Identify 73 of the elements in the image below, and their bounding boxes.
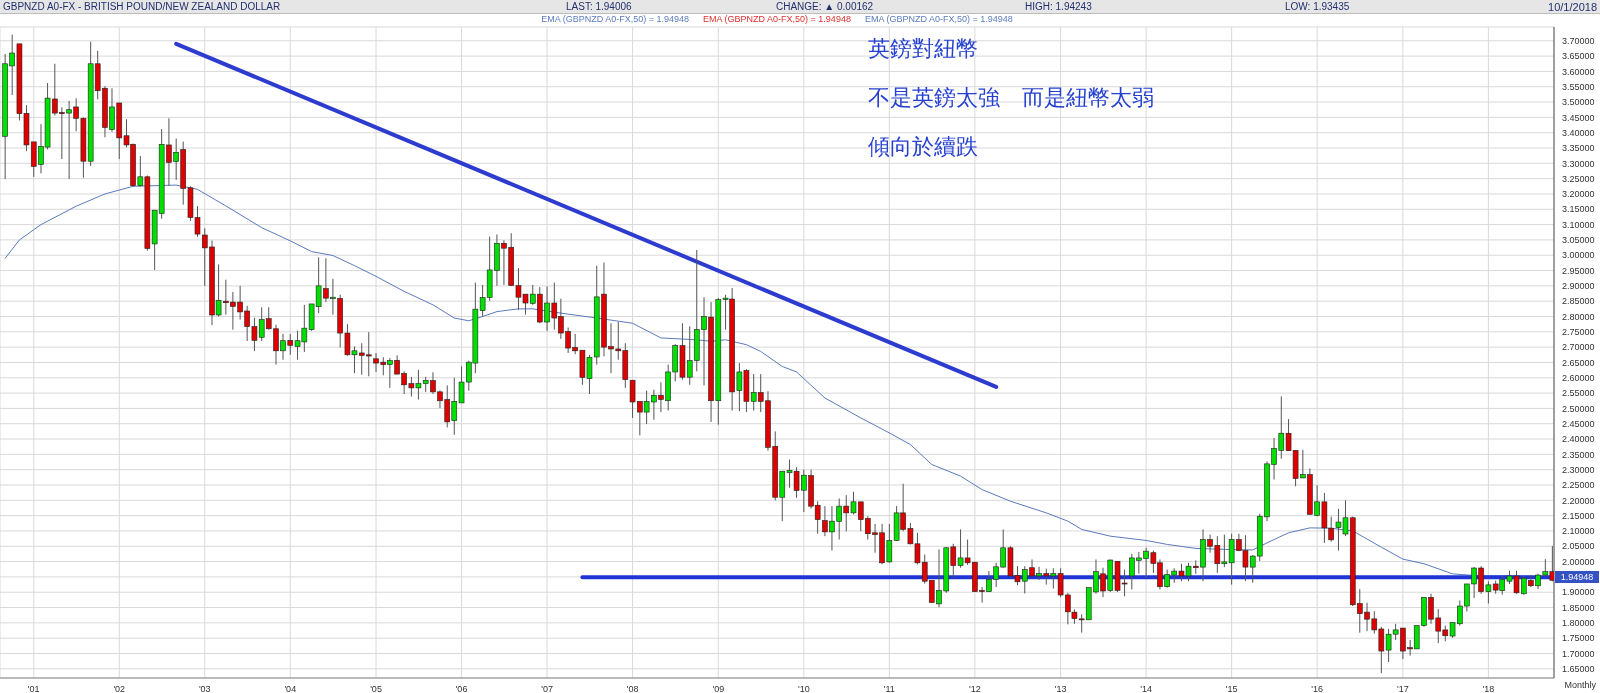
y-tick-label: 1.80000 xyxy=(1562,618,1595,629)
y-tick-label: 3.00000 xyxy=(1562,250,1595,261)
y-tick-label: 2.50000 xyxy=(1562,403,1595,414)
x-tick-label: '10 xyxy=(797,684,810,693)
y-tick-label: 3.05000 xyxy=(1562,235,1595,246)
y-tick-label: 2.95000 xyxy=(1562,265,1595,276)
y-tick-label: 3.40000 xyxy=(1562,127,1595,138)
y-tick-label: 2.65000 xyxy=(1562,357,1595,368)
y-tick-label: 2.00000 xyxy=(1562,556,1595,567)
y-tick-label: 3.45000 xyxy=(1562,112,1595,123)
text: EMA (GBPNZD A0-FX,50) = 1.94948 xyxy=(864,14,1013,24)
text: EMA (GBPNZD A0-FX,50) = 1.94948 xyxy=(541,14,690,24)
y-tick-label: 2.15000 xyxy=(1562,510,1595,521)
x-tick-label: '05 xyxy=(370,684,382,693)
y-tick-label: 3.35000 xyxy=(1562,143,1595,154)
text: Monthly xyxy=(1564,680,1596,690)
y-tick-label: 1.65000 xyxy=(1562,664,1595,674)
y-tick-label: 2.60000 xyxy=(1562,372,1595,383)
x-tick-label: '12 xyxy=(968,684,981,693)
annotation: 不是英鎊太強 而是紐幣太弱 xyxy=(868,84,1154,112)
y-tick-label: 2.70000 xyxy=(1562,342,1595,353)
y-tick-label: 2.55000 xyxy=(1562,388,1595,399)
y-tick-label: 2.80000 xyxy=(1562,311,1595,322)
y-tick-label: 2.10000 xyxy=(1562,526,1595,537)
text: CHANGE: ▲ 0.00162 xyxy=(776,1,874,12)
y-tick-label: 3.65000 xyxy=(1562,51,1595,62)
x-tick-label: '18 xyxy=(1482,684,1495,693)
chart-title: GBPNZD A0-FX - BRITISH POUND/NEW ZEALAND DOLLAR xyxy=(3,1,281,12)
y-tick-label: 2.40000 xyxy=(1562,434,1595,445)
x-tick-label: '01 xyxy=(27,684,40,693)
text: EMA (GBPNZD A0-FX,50) = 1.94948 xyxy=(703,14,851,24)
x-tick-label: '13 xyxy=(1054,684,1067,693)
y-tick-label: 3.25000 xyxy=(1562,173,1595,184)
x-tick-label: '08 xyxy=(626,684,639,693)
x-tick-label: '07 xyxy=(541,684,553,693)
text: LAST: 1.94006 xyxy=(566,1,632,12)
annotation: 英鎊對紐幣 xyxy=(868,35,978,63)
y-tick-label: 2.90000 xyxy=(1562,281,1595,292)
x-tick-label: '11 xyxy=(883,684,895,693)
y-tick-label: 3.30000 xyxy=(1562,158,1595,169)
text: 1.94948 xyxy=(1555,570,1599,583)
x-tick-label: '17 xyxy=(1397,684,1409,693)
y-tick-label: 1.70000 xyxy=(1562,648,1595,659)
y-tick-label: 2.25000 xyxy=(1562,480,1595,491)
x-tick-label: '06 xyxy=(455,684,468,693)
y-tick-label: 3.15000 xyxy=(1562,204,1595,215)
y-tick-label: 1.75000 xyxy=(1562,633,1595,644)
annotation: 傾向於續跌 xyxy=(868,133,978,161)
y-tick-label: 2.85000 xyxy=(1562,296,1595,307)
x-tick-label: '14 xyxy=(1140,684,1152,693)
x-tick-label: '15 xyxy=(1225,684,1238,693)
y-tick-label: 1.90000 xyxy=(1562,587,1595,598)
y-tick-label: 3.70000 xyxy=(1562,35,1595,46)
text: HIGH: 1.94243 xyxy=(1025,1,1092,12)
text: LOW: 1.93435 xyxy=(1285,1,1350,12)
y-tick-label: 2.05000 xyxy=(1562,541,1595,552)
y-tick-label: 2.45000 xyxy=(1562,418,1595,429)
y-tick-label: 2.30000 xyxy=(1562,464,1595,475)
text: 10/1/2018 xyxy=(1548,1,1597,13)
y-tick-label: 2.35000 xyxy=(1562,449,1595,460)
x-tick-label: '03 xyxy=(198,684,211,693)
x-tick-label: '04 xyxy=(284,684,297,693)
y-tick-label: 3.20000 xyxy=(1562,189,1595,200)
y-tick-label: 3.50000 xyxy=(1562,97,1595,108)
y-tick-label: 1.85000 xyxy=(1562,602,1595,613)
x-tick-label: '16 xyxy=(1311,684,1324,693)
y-tick-label: 2.75000 xyxy=(1562,327,1595,338)
x-tick-label: '09 xyxy=(712,684,725,693)
x-tick-label: '02 xyxy=(113,684,126,693)
y-tick-label: 2.20000 xyxy=(1562,495,1595,506)
y-tick-label: 3.60000 xyxy=(1562,66,1595,77)
y-tick-label: 3.55000 xyxy=(1562,81,1595,92)
y-tick-label: 3.10000 xyxy=(1562,219,1595,230)
